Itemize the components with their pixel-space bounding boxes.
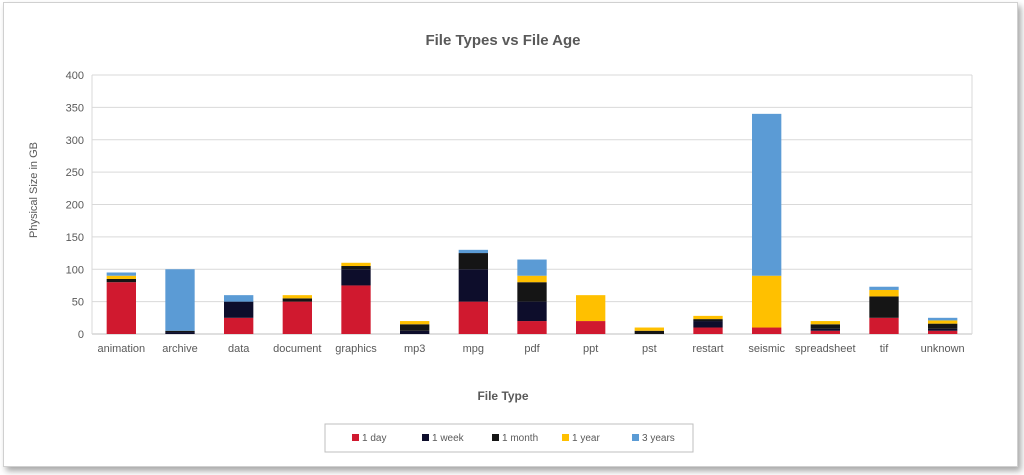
x-tick-label: pst xyxy=(642,343,657,355)
bar-segment xyxy=(693,327,723,334)
y-tick-label: 100 xyxy=(66,264,84,276)
legend-swatch xyxy=(632,434,639,441)
y-tick-label: 250 xyxy=(66,167,84,179)
x-tick-label: document xyxy=(273,343,321,355)
bar-segment xyxy=(517,282,547,302)
y-tick-label: 400 xyxy=(66,70,84,82)
chart-title: File Types vs File Age xyxy=(425,32,580,49)
bar-segment xyxy=(693,315,723,320)
bar-segment xyxy=(341,269,371,286)
x-tick-labels: animation archive data document graphics mp3 m… xyxy=(97,343,964,355)
x-tick-label: mpg xyxy=(463,343,484,355)
x-tick-label: restart xyxy=(692,343,723,355)
bar-segment xyxy=(869,296,899,318)
bar-segment xyxy=(928,328,958,331)
bar-segment xyxy=(576,295,606,322)
bar-segment xyxy=(165,332,195,334)
bar-segment xyxy=(341,262,371,267)
legend-label: 3 years xyxy=(642,433,675,444)
x-tick-label: tif xyxy=(880,343,890,355)
bar-segment xyxy=(928,317,958,321)
y-axis-title: Physical Size in GB xyxy=(28,142,40,238)
legend-box xyxy=(324,423,694,453)
x-tick-label: unknown xyxy=(921,343,965,355)
bar-segment xyxy=(282,298,312,302)
bar-segment xyxy=(106,282,136,334)
x-tick-label: graphics xyxy=(335,343,377,355)
bar-segment xyxy=(282,295,312,299)
y-tick-label: 350 xyxy=(66,102,84,114)
y-tick-label: 150 xyxy=(66,232,84,244)
chart-frame xyxy=(3,2,1018,467)
bar-segment xyxy=(869,289,899,297)
x-tick-label: spreadsheet xyxy=(795,343,856,355)
bar-segment xyxy=(869,317,899,334)
bar-segment xyxy=(517,259,547,276)
bar-segment xyxy=(517,275,547,283)
bar-segment xyxy=(517,301,547,322)
bar-segment xyxy=(576,321,606,334)
bar-segment xyxy=(224,301,254,318)
bar-segment xyxy=(106,272,136,276)
y-tick-label: 0 xyxy=(78,329,84,341)
bar-segment xyxy=(458,301,488,334)
x-tick-label: pdf xyxy=(524,343,540,355)
bar-segment xyxy=(752,113,782,276)
bar-segment xyxy=(810,324,840,329)
y-tick-labels: 0 50 100 150 200 250 300 350 400 xyxy=(66,70,84,341)
bar-segment xyxy=(224,317,254,334)
bar-segment xyxy=(517,321,547,334)
legend-swatch xyxy=(352,434,359,441)
bar-segment xyxy=(928,323,958,329)
bar-segment xyxy=(400,324,430,331)
bar-segment xyxy=(458,249,488,254)
x-tick-label: mp3 xyxy=(404,343,425,355)
legend-swatch xyxy=(422,434,429,441)
x-tick-label: animation xyxy=(97,343,145,355)
bar-segment xyxy=(341,285,371,334)
bar-segment xyxy=(165,269,195,331)
bar-segment xyxy=(341,266,371,270)
bar-segment xyxy=(693,319,723,322)
bar-segment xyxy=(810,330,840,334)
bar-segment xyxy=(106,278,136,283)
bar-segment xyxy=(106,275,136,279)
bar-segment xyxy=(928,320,958,324)
legend-label: 1 day xyxy=(362,433,386,444)
legend-label: 1 week xyxy=(432,433,465,444)
bar-segment xyxy=(282,301,312,334)
y-tick-label: 50 xyxy=(72,297,84,309)
x-tick-label: data xyxy=(228,343,250,355)
legend-swatch xyxy=(562,434,569,441)
bar-segment xyxy=(869,286,899,290)
bar-segment xyxy=(165,330,195,333)
bars xyxy=(106,113,958,334)
legend-swatch xyxy=(492,434,499,441)
bar-segment xyxy=(810,328,840,331)
y-tick-label: 300 xyxy=(66,135,84,147)
bar-segment xyxy=(928,330,958,334)
bar-segment xyxy=(693,321,723,328)
legend: 1 day 1 week 1 month 1 year 3 years xyxy=(352,433,675,444)
bar-segment xyxy=(752,275,782,328)
bar-segment xyxy=(634,327,664,331)
x-tick-label: archive xyxy=(162,343,197,355)
bar-segment xyxy=(400,330,430,334)
bar-segment xyxy=(400,321,430,325)
bar-segment xyxy=(752,327,782,334)
x-tick-label: ppt xyxy=(583,343,598,355)
legend-label: 1 year xyxy=(572,433,600,444)
bar-segment xyxy=(224,295,254,302)
y-tick-label: 200 xyxy=(66,200,84,212)
bar-segment xyxy=(634,330,664,334)
x-tick-label: seismic xyxy=(748,343,785,355)
legend-label: 1 month xyxy=(502,433,538,444)
bar-segment xyxy=(458,269,488,302)
x-axis-title: File Type xyxy=(477,389,528,403)
bar-segment xyxy=(810,321,840,325)
bar-segment xyxy=(458,253,488,270)
